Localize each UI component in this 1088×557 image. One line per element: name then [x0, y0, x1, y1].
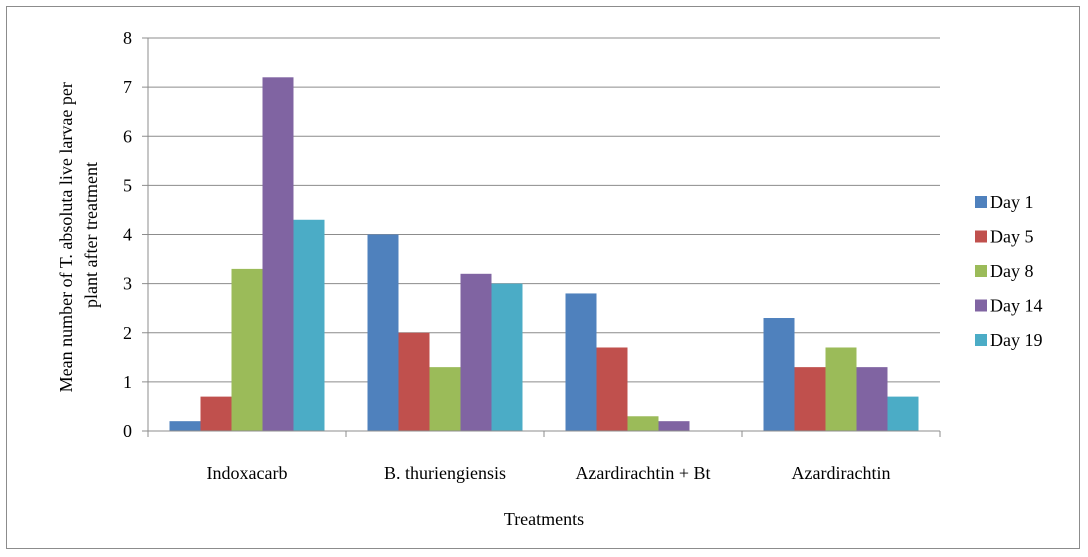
- y-tick-label: 8: [123, 28, 132, 48]
- legend-label: Day 5: [990, 227, 1034, 247]
- y-tick-label: 4: [123, 225, 132, 245]
- y-axis-title-line-1: Mean number of T. absoluta live larvae p…: [56, 82, 76, 392]
- bar: [658, 421, 690, 431]
- y-tick-label: 5: [123, 175, 132, 195]
- y-tick-label: 0: [123, 421, 132, 441]
- axes: [142, 37, 941, 437]
- legend-label: Day 1: [990, 192, 1034, 212]
- bar: [565, 293, 597, 431]
- legend-label: Day 14: [990, 296, 1043, 316]
- bar: [627, 416, 659, 431]
- x-tick-labels: Indoxacarb B. thuriengiensis Azardirachtin…: [207, 463, 891, 483]
- bar: [200, 396, 232, 431]
- legend-label: Day 8: [990, 261, 1034, 281]
- y-tick-label: 2: [123, 323, 132, 343]
- bar: [794, 367, 826, 431]
- bar: [491, 283, 523, 431]
- legend-swatch: [975, 230, 987, 243]
- y-tick-labels: 0 1 2 3 4 5 6 7 8: [123, 28, 132, 441]
- legend-swatch: [975, 196, 987, 208]
- bar: [429, 367, 461, 431]
- legend-label: Day 19: [990, 330, 1043, 350]
- x-tick-label: B. thuriengiensis: [384, 463, 506, 483]
- bar: [231, 268, 263, 431]
- x-tick-label: Azardirachtin + Bt: [575, 463, 710, 483]
- x-axis-title: Treatments: [504, 509, 584, 529]
- x-tick-label: Azardirachtin: [792, 463, 891, 483]
- bar: [763, 318, 795, 431]
- bar: [887, 396, 919, 431]
- bars: [169, 77, 919, 432]
- x-tick-label: Indoxacarb: [207, 463, 288, 483]
- y-axis-title: Mean number of T. absoluta live larvae p…: [56, 78, 101, 393]
- bar: [460, 273, 492, 431]
- chart-frame: [6, 6, 1080, 549]
- bar: [367, 234, 399, 431]
- y-tick-label: 3: [123, 274, 132, 294]
- bar: [169, 421, 201, 431]
- bar: [398, 332, 430, 431]
- legend: Day 1 Day 5 Day 8 Day 14 Day 19: [975, 192, 1043, 350]
- legend-swatch: [975, 299, 987, 312]
- y-axis-title-line-2: plant after treatment: [81, 162, 101, 308]
- y-tick-label: 1: [123, 372, 132, 392]
- y-tick-label: 6: [123, 126, 132, 146]
- bar: [262, 77, 294, 432]
- bar: [293, 219, 325, 431]
- legend-swatch: [975, 265, 987, 277]
- bar: [825, 347, 857, 431]
- bar: [596, 347, 628, 431]
- y-tick-label: 7: [123, 77, 132, 97]
- bar: [856, 367, 888, 431]
- legend-swatch: [975, 334, 987, 346]
